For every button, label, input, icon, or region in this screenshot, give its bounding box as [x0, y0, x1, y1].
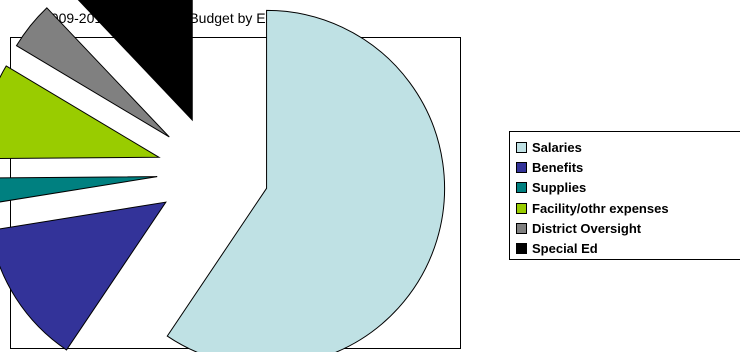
pie-slice-facility-othr-expenses — [0, 65, 161, 160]
legend-swatch — [516, 202, 527, 214]
legend-item: Special Ed — [516, 238, 740, 258]
pie-slice-special-ed — [77, 0, 193, 122]
legend-swatch — [516, 243, 527, 255]
legend-swatch — [516, 161, 527, 173]
pie-slice-supplies — [0, 176, 158, 203]
legend-label: District Oversight — [532, 220, 642, 236]
pie-slice-salaries — [166, 9, 446, 352]
legend-label: Facility/othr expenses — [532, 200, 669, 216]
pie-slice-district-oversight — [15, 7, 170, 138]
legend-label: Special Ed — [532, 241, 598, 257]
legend-label: Benefits — [532, 159, 584, 175]
legend-swatch — [516, 182, 527, 194]
legend-item: Salaries — [516, 137, 740, 157]
pie-slice-benefits — [0, 201, 167, 351]
legend-label: Salaries — [532, 139, 582, 155]
legend-item: Facility/othr expenses — [516, 198, 740, 218]
legend: Salaries Benefits Supplies Facility/othr ex… — [509, 131, 740, 260]
legend-item: Supplies — [516, 178, 740, 198]
legend-label: Supplies — [532, 180, 587, 196]
legend-swatch — [516, 222, 527, 234]
legend-swatch — [516, 141, 527, 153]
legend-item: Benefits — [516, 157, 740, 177]
legend-item: District Oversight — [516, 218, 740, 238]
